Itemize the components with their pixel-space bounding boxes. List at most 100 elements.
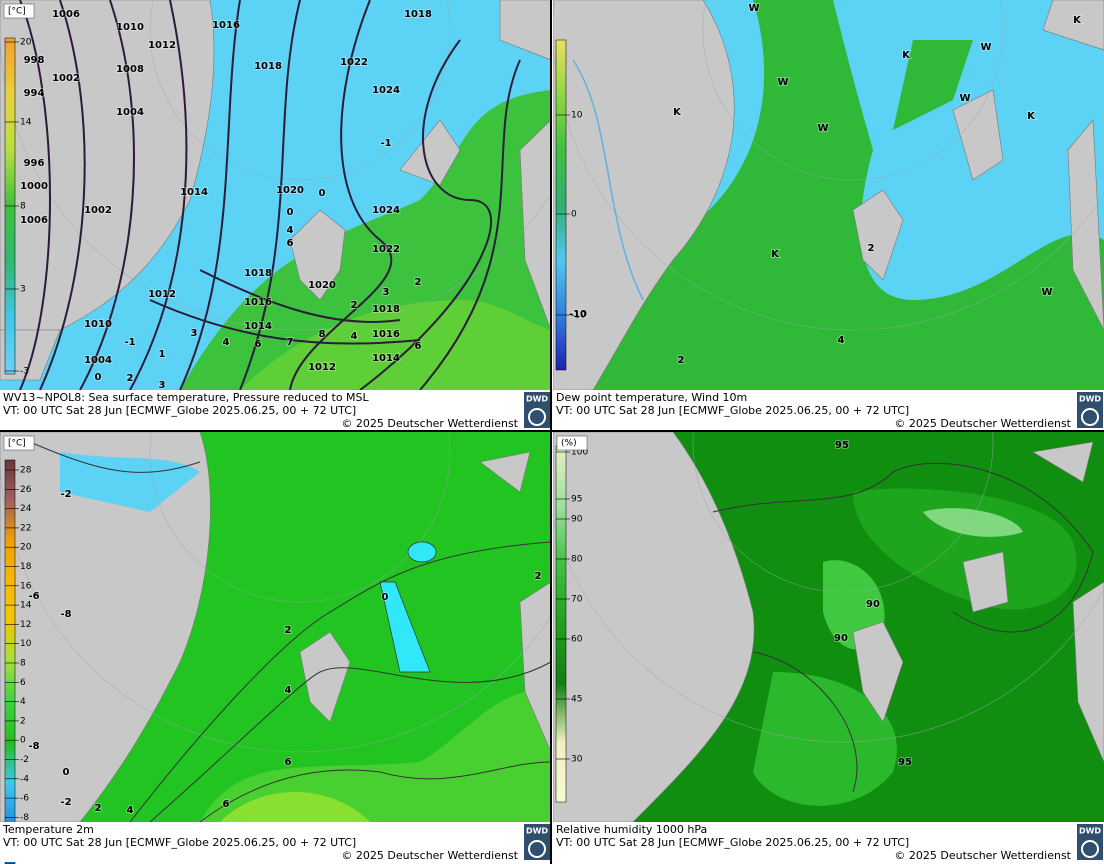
logo-swirl <box>528 408 546 426</box>
colorbar-label: 20 <box>20 38 32 48</box>
contour-label: 1020 <box>276 185 304 196</box>
contour-label: 1004 <box>84 355 112 366</box>
contour-label: 7 <box>287 337 294 348</box>
contour-label: 0 <box>382 592 389 603</box>
contour-label: 1024 <box>372 205 400 216</box>
contour-label: 4 <box>285 685 292 696</box>
contour-label: 3 <box>383 287 390 298</box>
contour-label: 4 <box>223 337 230 348</box>
colorbar-label: 95 <box>571 495 582 505</box>
contour-label: K <box>771 249 780 260</box>
contour-label: 8 <box>319 329 326 340</box>
contour-label: 1012 <box>308 362 336 373</box>
contour-label: 0 <box>95 372 102 383</box>
colorbar-label: -10 <box>571 311 586 321</box>
colorbar-label: 14 <box>20 118 32 128</box>
contour-label: 994 <box>24 88 45 99</box>
colorbar-label: -2 <box>20 755 29 765</box>
contour-label: 0 <box>287 207 294 218</box>
contour-label: -2 <box>60 797 71 808</box>
logo: DWD <box>1079 395 1101 404</box>
units: (%) <box>561 439 577 449</box>
caption-bg <box>0 822 551 862</box>
contour-label: 2 <box>868 243 875 254</box>
colorbar-label: 3 <box>20 285 26 295</box>
colorbar-label: -3 <box>20 367 29 377</box>
colorbar-label: 20 <box>20 543 32 553</box>
contour-label: 1006 <box>20 215 48 226</box>
contour-label: 0 <box>319 188 326 199</box>
contour-label: 2 <box>678 355 685 366</box>
colorbar-label: 24 <box>20 504 32 514</box>
colorbar-label: 26 <box>20 485 32 495</box>
caption-time: VT: 00 UTC Sat 28 Jun [ECMWF_Globe 2025.… <box>3 404 356 417</box>
contour-label: 1010 <box>116 22 144 33</box>
colorbar-label: 60 <box>571 635 583 645</box>
colorbar-label: 28 <box>20 466 32 476</box>
caption-copyright: © 2025 Deutscher Wetterdienst <box>894 417 1071 430</box>
colorbar-label: 80 <box>571 555 583 565</box>
contour-label: 6 <box>223 799 230 810</box>
contour-label: W <box>1041 287 1052 298</box>
colorbar-label: 18 <box>20 562 32 572</box>
colorbar <box>555 445 567 803</box>
contour-label: 1006 <box>52 9 80 20</box>
contour-label: 95 <box>835 440 849 451</box>
colorbar-label: 14 <box>20 601 32 611</box>
contour-label: 0 <box>63 767 70 778</box>
colorbar-label: 0 <box>20 736 26 746</box>
contour-label: -6 <box>28 591 39 602</box>
contour-label: 6 <box>285 757 292 768</box>
colorbar-label: 8 <box>20 659 26 669</box>
colorbar-label: 6 <box>20 678 26 688</box>
caption-title: Temperature 2m <box>2 823 94 836</box>
contour-label: 90 <box>866 599 880 610</box>
contour-label: K <box>1027 111 1036 122</box>
colorbar <box>4 459 16 864</box>
colorbar-label: 8 <box>20 202 26 212</box>
contour-label: W <box>959 93 970 104</box>
colorbar-label: -6 <box>20 794 29 804</box>
contour-label: 4 <box>287 225 294 236</box>
contour-label: 1010 <box>84 319 112 330</box>
contour-label: 3 <box>191 328 198 339</box>
contour-label: K <box>1073 15 1082 26</box>
contour-label: 1024 <box>372 85 400 96</box>
caption-bg <box>553 390 1104 430</box>
caption-title: Dew point temperature, Wind 10m <box>556 391 747 404</box>
contour-label: 1018 <box>372 304 400 315</box>
contour-label: 4 <box>838 335 845 346</box>
contour-label: 1016 <box>244 297 272 308</box>
contour-label: 1014 <box>180 187 208 198</box>
contour-label: 4 <box>127 805 134 816</box>
contour-label: -2 <box>60 489 71 500</box>
logo: DWD <box>526 395 548 404</box>
contour-label: 1012 <box>148 289 176 300</box>
contour-label: K <box>902 50 911 61</box>
colorbar-label: 70 <box>571 595 583 605</box>
contour-label: 1 <box>159 349 166 360</box>
contour-label: W <box>817 123 828 134</box>
contour-label: 2 <box>351 300 358 311</box>
caption-title: WV13~NPOL8: Sea surface temperature, Pre… <box>3 391 370 404</box>
contour-label: 1002 <box>52 73 80 84</box>
contour-label: 1004 <box>116 107 144 118</box>
contour-label: 2 <box>127 373 134 384</box>
contour-label: 1022 <box>340 57 368 68</box>
contour-label: -10 <box>569 309 587 320</box>
colorbar-label: -4 <box>20 774 29 784</box>
contour-label: 1002 <box>84 205 112 216</box>
contour-label: 6 <box>415 341 422 352</box>
contour-label: 1018 <box>404 9 432 20</box>
colorbar-label: -8 <box>20 813 29 823</box>
contour-label: -8 <box>60 609 71 620</box>
contour-label: 1000 <box>20 181 48 192</box>
colorbar-label: 16 <box>20 581 32 591</box>
contour-label: 2 <box>95 803 102 814</box>
contour-label: 1014 <box>372 353 400 364</box>
contour-label: 1020 <box>308 280 336 291</box>
colorbar-label: 45 <box>571 695 582 705</box>
contour-label: 1018 <box>254 61 282 72</box>
